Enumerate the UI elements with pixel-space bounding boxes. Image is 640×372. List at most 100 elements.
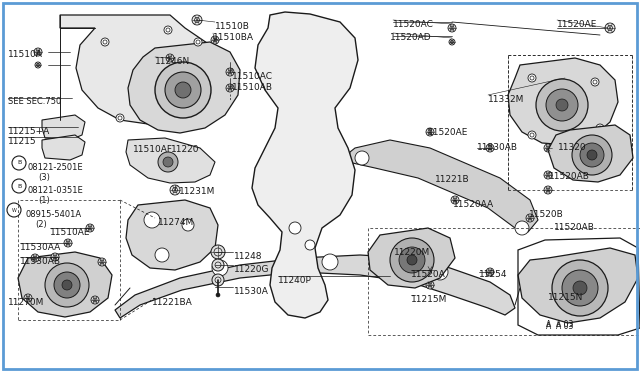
- Circle shape: [164, 26, 172, 34]
- Circle shape: [54, 272, 80, 298]
- Circle shape: [448, 24, 456, 32]
- Circle shape: [216, 293, 220, 297]
- Text: 11231M: 11231M: [179, 187, 216, 196]
- Circle shape: [211, 245, 225, 259]
- Text: 11510AB: 11510AB: [232, 83, 273, 92]
- Circle shape: [573, 281, 587, 295]
- Circle shape: [426, 128, 434, 136]
- Circle shape: [407, 255, 417, 265]
- Circle shape: [194, 38, 202, 46]
- Circle shape: [155, 62, 211, 118]
- Circle shape: [486, 144, 494, 152]
- Text: 11221BA: 11221BA: [152, 298, 193, 307]
- Circle shape: [116, 114, 124, 122]
- Text: 11246N: 11246N: [155, 57, 190, 66]
- Text: 11248: 11248: [234, 252, 262, 261]
- Circle shape: [86, 224, 94, 232]
- Text: 11254: 11254: [479, 270, 508, 279]
- Circle shape: [144, 212, 160, 228]
- Text: 11220G: 11220G: [234, 265, 269, 274]
- Circle shape: [98, 258, 106, 266]
- Circle shape: [62, 280, 72, 290]
- Text: 11520A: 11520A: [411, 270, 445, 279]
- Circle shape: [544, 144, 552, 152]
- Circle shape: [426, 281, 434, 289]
- Circle shape: [182, 219, 194, 231]
- Text: A  A 03: A A 03: [546, 322, 573, 331]
- Circle shape: [192, 15, 202, 25]
- Text: 11215M: 11215M: [411, 295, 447, 304]
- Circle shape: [580, 143, 604, 167]
- Circle shape: [212, 260, 228, 276]
- Circle shape: [226, 68, 234, 76]
- Polygon shape: [42, 135, 85, 160]
- Polygon shape: [18, 252, 112, 317]
- Circle shape: [166, 54, 174, 62]
- Text: (1): (1): [38, 196, 50, 205]
- Text: 11520AB: 11520AB: [554, 223, 595, 232]
- Circle shape: [155, 248, 169, 262]
- Text: 11215+A: 11215+A: [8, 127, 51, 136]
- Text: 08121-2501E: 08121-2501E: [28, 163, 84, 172]
- Circle shape: [544, 171, 552, 179]
- Circle shape: [528, 131, 536, 139]
- Circle shape: [51, 253, 59, 261]
- Polygon shape: [126, 138, 215, 183]
- Circle shape: [175, 82, 191, 98]
- Polygon shape: [60, 15, 215, 124]
- Polygon shape: [368, 228, 455, 288]
- Circle shape: [526, 214, 534, 222]
- Text: SEE SEC.750: SEE SEC.750: [8, 97, 61, 106]
- Text: 11320: 11320: [558, 143, 587, 152]
- Text: 11520AC: 11520AC: [393, 20, 434, 29]
- Polygon shape: [252, 12, 358, 318]
- Polygon shape: [128, 42, 240, 133]
- Circle shape: [31, 254, 39, 262]
- Text: 11510A: 11510A: [8, 50, 43, 59]
- Circle shape: [546, 89, 578, 121]
- Circle shape: [158, 152, 178, 172]
- Text: 11270M: 11270M: [8, 298, 44, 307]
- Circle shape: [34, 48, 42, 56]
- Circle shape: [24, 294, 32, 302]
- Text: 11530A: 11530A: [234, 287, 269, 296]
- Polygon shape: [115, 255, 515, 318]
- Polygon shape: [548, 125, 633, 182]
- Circle shape: [449, 39, 455, 45]
- Text: 11215N: 11215N: [548, 293, 584, 302]
- Circle shape: [605, 23, 615, 33]
- Text: 11520AE: 11520AE: [428, 128, 468, 137]
- Circle shape: [536, 79, 588, 131]
- Circle shape: [596, 124, 604, 132]
- Circle shape: [64, 239, 72, 247]
- Text: 11530AB: 11530AB: [20, 257, 61, 266]
- Polygon shape: [348, 140, 538, 232]
- Text: 11510B: 11510B: [215, 22, 250, 31]
- Circle shape: [544, 186, 552, 194]
- Circle shape: [562, 270, 598, 306]
- Circle shape: [515, 221, 529, 235]
- Circle shape: [211, 36, 219, 44]
- Polygon shape: [518, 248, 638, 323]
- Polygon shape: [508, 58, 618, 145]
- Text: 11220M: 11220M: [394, 248, 430, 257]
- Circle shape: [212, 259, 224, 271]
- Circle shape: [101, 38, 109, 46]
- Circle shape: [572, 135, 612, 175]
- Circle shape: [399, 247, 425, 273]
- Circle shape: [170, 185, 180, 195]
- Circle shape: [226, 84, 234, 92]
- Text: 11520AD: 11520AD: [390, 33, 431, 42]
- Text: 11332M: 11332M: [488, 95, 524, 104]
- Circle shape: [45, 263, 89, 307]
- Circle shape: [591, 78, 599, 86]
- Text: (2): (2): [35, 220, 47, 229]
- Polygon shape: [126, 200, 218, 270]
- Polygon shape: [42, 115, 85, 140]
- Text: 11530AB: 11530AB: [477, 143, 518, 152]
- Text: B: B: [17, 183, 21, 189]
- Text: 11240P: 11240P: [278, 276, 312, 285]
- Circle shape: [528, 74, 536, 82]
- Circle shape: [587, 150, 597, 160]
- Text: 11510BA: 11510BA: [213, 33, 254, 42]
